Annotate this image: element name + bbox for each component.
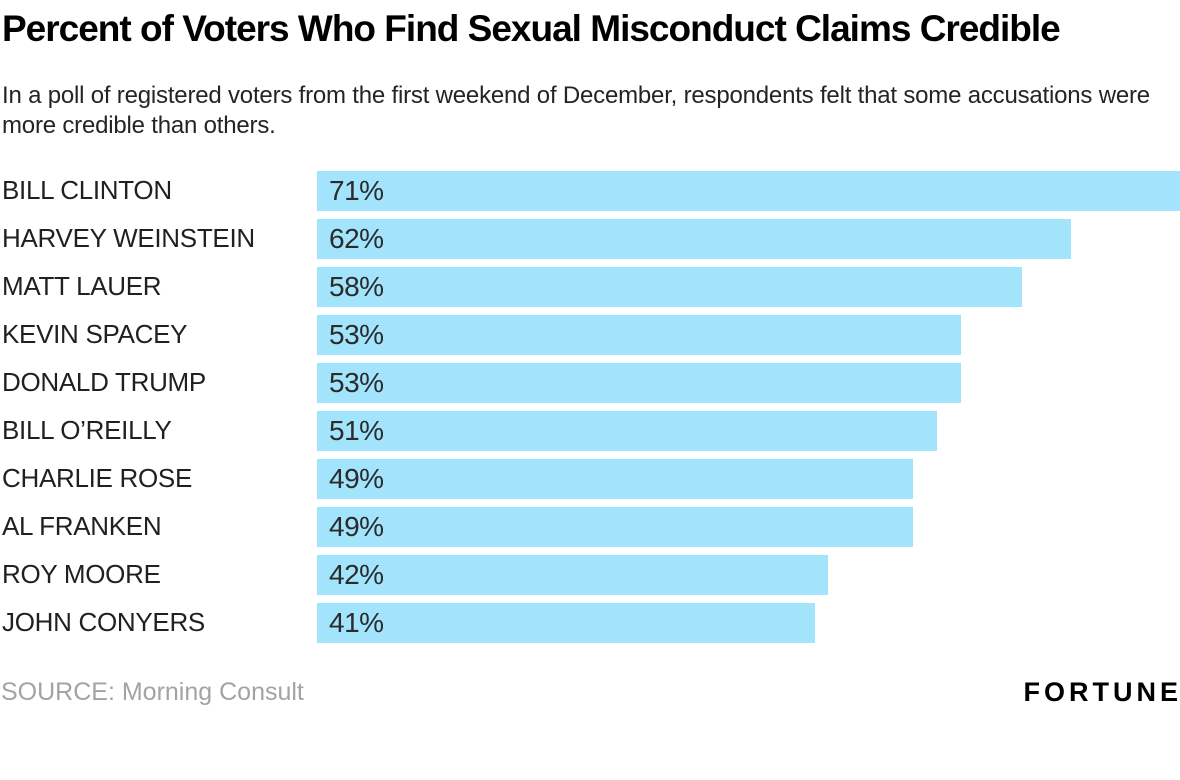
chart-footer: SOURCE: Morning Consult FORTUNE — [0, 677, 1180, 708]
bar-value-label: 41% — [329, 606, 384, 638]
bar-value-label: 49% — [329, 510, 384, 542]
bar-row: CHARLIE ROSE 49% — [0, 458, 1180, 499]
bar: 71% — [317, 170, 1180, 211]
bar-track: 62% — [317, 218, 1180, 259]
bar-category-label: JOHN CONYERS — [2, 607, 205, 638]
bar-category-label: KEVIN SPACEY — [2, 319, 188, 350]
bar: 49% — [317, 458, 913, 499]
bar-track: 51% — [317, 410, 1180, 451]
bar-track: 49% — [317, 506, 1180, 547]
bar-category-label: BILL CLINTON — [2, 175, 172, 206]
source-note: SOURCE: Morning Consult — [1, 677, 304, 706]
bar-chart: BILL CLINTON 71% HARVEY WEINSTEIN 62% MATT L… — [0, 170, 1180, 643]
bar: 41% — [317, 602, 816, 643]
bar-category-label: MATT LAUER — [2, 271, 162, 302]
bar: 58% — [317, 266, 1022, 307]
bar-value-label: 53% — [329, 366, 384, 398]
bar-row: DONALD TRUMP 53% — [0, 362, 1180, 403]
bar-track: 53% — [317, 314, 1180, 355]
bar: 51% — [317, 410, 937, 451]
chart-title: Percent of Voters Who Find Sexual Miscon… — [2, 8, 1061, 49]
bar-value-label: 58% — [329, 270, 384, 302]
bar: 62% — [317, 218, 1071, 259]
bar-track: 71% — [317, 170, 1180, 211]
bar-category-label: BILL O’REILLY — [2, 415, 172, 446]
bar-value-label: 62% — [329, 222, 384, 254]
bar: 53% — [317, 362, 962, 403]
bar-row: BILL CLINTON 71% — [0, 170, 1180, 211]
bar-category-label: HARVEY WEINSTEIN — [2, 223, 255, 254]
bar-value-label: 49% — [329, 462, 384, 494]
bar-row: BILL O’REILLY 51% — [0, 410, 1180, 451]
bar-category-label: CHARLIE ROSE — [2, 463, 193, 494]
bar-row: KEVIN SPACEY 53% — [0, 314, 1180, 355]
bar-row: HARVEY WEINSTEIN 62% — [0, 218, 1180, 259]
bar: 53% — [317, 314, 962, 355]
bar-row: ROY MOORE 42% — [0, 554, 1180, 595]
bar-track: 53% — [317, 362, 1180, 403]
bar-track: 58% — [317, 266, 1180, 307]
bar-track: 49% — [317, 458, 1180, 499]
bar: 42% — [317, 554, 828, 595]
bar-value-label: 42% — [329, 558, 384, 590]
chart-subtitle: In a poll of registered voters from the … — [2, 81, 1150, 139]
bar-value-label: 71% — [329, 174, 384, 206]
bar-track: 42% — [317, 554, 1180, 595]
bar-category-label: ROY MOORE — [2, 559, 161, 590]
bar-category-label: AL FRANKEN — [2, 511, 162, 542]
bar-row: MATT LAUER 58% — [0, 266, 1180, 307]
bar-value-label: 51% — [329, 414, 384, 446]
bar-track: 41% — [317, 602, 1180, 643]
bar-row: JOHN CONYERS 41% — [0, 602, 1180, 643]
bar-category-label: DONALD TRUMP — [2, 367, 206, 398]
bar-row: AL FRANKEN 49% — [0, 506, 1180, 547]
bar-value-label: 53% — [329, 318, 384, 350]
fortune-logo: FORTUNE — [1023, 676, 1180, 707]
bar: 49% — [317, 506, 913, 547]
